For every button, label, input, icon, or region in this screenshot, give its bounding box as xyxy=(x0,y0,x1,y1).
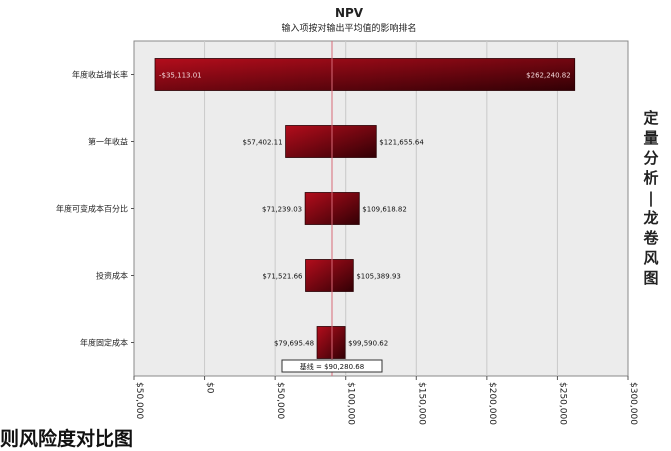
x-tick-label: $50,000 xyxy=(134,382,144,419)
category-label: 第一年收益 xyxy=(88,137,128,147)
low-value-label: -$35,113.01 xyxy=(159,72,202,80)
x-tick-label: $300,000 xyxy=(628,382,638,425)
side-title-char: | xyxy=(648,189,654,207)
x-tick-label: $100,000 xyxy=(346,382,356,425)
low-value-label: $57,402.11 xyxy=(242,139,282,147)
category-label: 年度固定成本 xyxy=(80,338,128,348)
baseline-box xyxy=(281,359,383,373)
high-value-label: $262,240.82 xyxy=(526,72,571,80)
high-value-label: $99,590.62 xyxy=(348,340,388,348)
low-value-label: $79,695.48 xyxy=(274,340,314,348)
tornado-bar xyxy=(154,58,576,91)
x-tick-label: $150,000 xyxy=(416,382,426,425)
high-value-label: $121,655.64 xyxy=(379,139,424,147)
low-value-label: $71,239.03 xyxy=(262,206,302,214)
high-value-label: $105,389.93 xyxy=(356,273,401,281)
side-title-char: 量 xyxy=(643,129,659,147)
bars: -$35,113.01 $262,240.82 $57,402.11 $121,655… xyxy=(154,58,576,359)
category-label: 年度收益增长率 xyxy=(72,70,128,80)
chart-subtitle: 输入项按对输出平均值的影响排名 xyxy=(281,22,416,34)
x-tick-label: $50,000 xyxy=(275,382,285,419)
side-title-char: 定 xyxy=(643,109,659,127)
side-title-char: 分 xyxy=(643,149,659,167)
side-title: 定量分析 | 龙卷风图 xyxy=(638,108,664,288)
tornado-bar xyxy=(316,326,346,359)
x-axis: $50,000 $0 $50,000 $100,000 $150,000 $200,000… xyxy=(133,376,638,425)
x-tick-label: $250,000 xyxy=(557,382,567,425)
tornado-chart: NPV 输入项按对输出平均值的影响排名 年度收益增长率第一年收益年度可变成本百分… xyxy=(56,6,638,425)
side-title-char: 析 xyxy=(643,169,659,187)
chart-title: NPV xyxy=(335,6,364,20)
category-label: 年度可变成本百分比 xyxy=(56,204,128,214)
side-title-char: 龙 xyxy=(643,209,659,227)
side-title-char: 卷 xyxy=(643,229,659,247)
x-tick-label: $200,000 xyxy=(487,382,497,425)
bottom-text: 则风险度对比图 xyxy=(0,428,134,450)
x-tick-label: $0 xyxy=(205,382,215,394)
low-value-label: $71,521.66 xyxy=(262,273,303,281)
grid-lines xyxy=(204,41,558,376)
tornado-bar xyxy=(305,259,354,292)
tornado-bar xyxy=(285,125,377,158)
category-label: 投资成本 xyxy=(96,271,128,281)
side-title-char: 图 xyxy=(643,269,659,287)
baseline-label: 基线 = $90,280.68 xyxy=(300,362,364,371)
plot-area xyxy=(133,40,629,377)
side-title-char: 风 xyxy=(643,249,659,267)
high-value-label: $109,618.82 xyxy=(362,206,407,214)
baseline: 基线 = $90,280.68 xyxy=(281,41,383,376)
